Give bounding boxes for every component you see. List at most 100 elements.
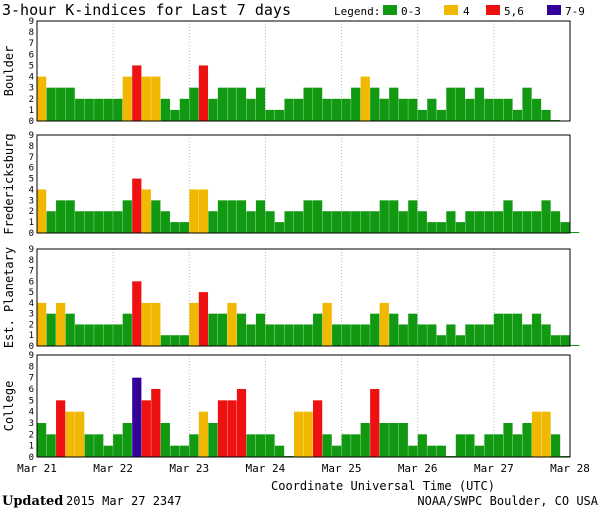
k-index-bar <box>370 211 380 233</box>
y-tick-label: 6 <box>29 385 34 395</box>
y-tick-label: 0 <box>29 453 34 463</box>
k-index-bar <box>198 189 209 233</box>
x-tick-label: Mar 28 <box>550 462 590 475</box>
k-index-bar <box>313 313 323 346</box>
k-index-bar <box>246 324 256 346</box>
legend-text-4: 4 <box>463 5 470 18</box>
k-index-bar <box>75 411 85 457</box>
k-index-bar <box>379 423 389 457</box>
k-index-bar <box>303 87 313 121</box>
k-index-bar <box>141 76 151 121</box>
k-index-bar <box>493 211 504 233</box>
k-index-bar <box>493 313 504 346</box>
k-index-bar <box>170 222 180 233</box>
y-tick-label: 1 <box>29 106 34 116</box>
y-tick-label: 4 <box>29 73 34 83</box>
k-index-bar <box>427 222 437 233</box>
k-index-bar <box>227 302 237 346</box>
k-index-bar <box>465 211 475 233</box>
k-index-bar <box>303 411 313 457</box>
k-index-bar <box>151 76 161 121</box>
k-index-bar <box>37 76 47 121</box>
k-index-bar <box>265 109 275 121</box>
k-index-bar <box>37 189 47 233</box>
k-index-bar <box>465 98 475 121</box>
k-index-bar <box>379 302 389 346</box>
y-tick-label: 6 <box>29 164 34 174</box>
k-index-bar <box>103 445 113 457</box>
k-index-bar <box>408 98 418 121</box>
k-index-bar <box>113 211 123 233</box>
k-index-bar <box>94 98 104 121</box>
k-index-bar <box>189 302 199 346</box>
k-index-bar <box>408 200 418 233</box>
k-index-bar <box>493 98 504 121</box>
k-index-bar <box>446 87 456 121</box>
k-index-bar <box>227 400 237 457</box>
k-index-bar <box>550 434 561 457</box>
k-index-bar <box>141 400 151 457</box>
y-tick-label: 9 <box>29 131 34 141</box>
y-tick-label: 0 <box>29 229 34 239</box>
y-tick-label: 7 <box>29 153 34 163</box>
k-index-bar <box>151 302 161 346</box>
y-tick-label: 8 <box>29 142 34 152</box>
k-index-bar <box>84 434 94 457</box>
k-index-bar <box>151 389 161 457</box>
k-index-bar <box>522 324 532 346</box>
k-index-bar <box>160 335 170 346</box>
k-index-bar <box>122 423 132 457</box>
k-index-bar <box>198 65 209 121</box>
k-index-bar <box>474 211 485 233</box>
updated-timestamp: 2015 Mar 27 2347 <box>66 494 182 508</box>
k-index-bar <box>122 76 132 121</box>
k-index-bar <box>436 109 446 121</box>
panel-frame <box>36 134 571 234</box>
k-index-bar <box>56 200 66 233</box>
k-index-bar <box>160 423 170 457</box>
k-index-bar <box>522 87 532 121</box>
y-tick-label: 4 <box>29 408 34 418</box>
y-tick-label: 3 <box>29 196 34 206</box>
k-index-bar <box>179 222 189 233</box>
k-index-bar <box>522 211 532 233</box>
k-index-bar <box>208 211 218 233</box>
y-tick-label: 4 <box>29 299 34 309</box>
y-tick-label: 3 <box>29 84 34 94</box>
k-index-bar <box>370 389 380 457</box>
k-index-bar <box>389 200 399 233</box>
k-index-bar <box>217 313 228 346</box>
k-index-bar <box>208 423 218 457</box>
y-tick-label: 1 <box>29 331 34 341</box>
k-index-bar <box>322 302 332 346</box>
k-index-bar <box>503 423 513 457</box>
k-index-bar <box>84 98 94 121</box>
k-index-bar <box>379 200 389 233</box>
k-index-bar <box>484 434 494 457</box>
k-index-bar <box>512 313 523 346</box>
panel-label-est-planetary: Est. Planetary <box>2 247 16 348</box>
k-index-bar <box>484 98 494 121</box>
k-index-bar <box>560 335 570 346</box>
k-index-bar <box>189 87 199 121</box>
k-index-bar <box>313 87 323 121</box>
y-tick-label: 4 <box>29 185 34 195</box>
k-index-bar <box>408 445 418 457</box>
k-index-bar <box>189 189 199 233</box>
k-index-bar <box>417 324 427 346</box>
legend-swatch-4 <box>444 5 458 15</box>
k-index-bar <box>179 335 189 346</box>
k-index-bar <box>132 178 142 233</box>
k-index-bar <box>303 200 313 233</box>
k-index-bar <box>217 87 228 121</box>
k-index-bar <box>56 400 66 457</box>
k-index-bar <box>512 434 523 457</box>
x-axis-label: Coordinate Universal Time (UTC) <box>271 479 495 493</box>
k-index-bar <box>332 211 342 233</box>
k-index-bar <box>541 200 551 233</box>
y-tick-label: 7 <box>29 39 34 49</box>
k-index-bar <box>46 313 56 346</box>
k-index-bar <box>370 87 380 121</box>
